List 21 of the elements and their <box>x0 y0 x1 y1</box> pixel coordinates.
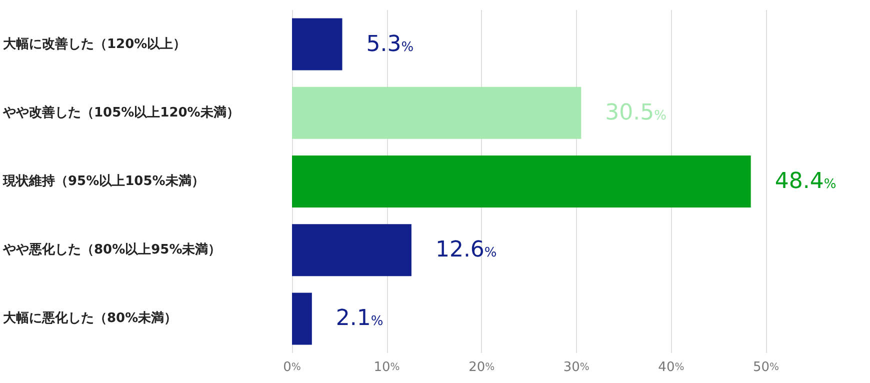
y-tick-label: やや改善した（105%以上120%未満） <box>2 104 240 120</box>
x-tick-label: 20% <box>468 360 495 375</box>
y-tick-label: 大幅に改善した（120%以上） <box>3 36 186 52</box>
data-label: 5.3% <box>366 32 414 57</box>
y-tick-label: 現状維持（95%以上105%未満） <box>2 174 204 189</box>
data-label: 48.4% <box>774 169 836 194</box>
data-label: 12.6% <box>435 238 497 263</box>
bar <box>292 156 751 208</box>
y-tick-label: 大幅に悪化した（80%未満） <box>3 311 178 326</box>
bar <box>292 18 342 70</box>
x-tick-label: 10% <box>374 360 400 375</box>
data-label: 2.1% <box>336 306 384 332</box>
x-tick-label: 40% <box>658 360 684 375</box>
bar <box>292 292 312 345</box>
y-tick-label: やや悪化した（80%以上95%未満） <box>2 242 222 258</box>
x-tick-label: 0% <box>283 360 301 375</box>
bar <box>292 86 582 139</box>
x-tick-label: 50% <box>752 360 780 375</box>
bar <box>292 224 412 276</box>
data-label: 30.5% <box>605 100 666 126</box>
x-tick-label: 30% <box>563 360 590 375</box>
